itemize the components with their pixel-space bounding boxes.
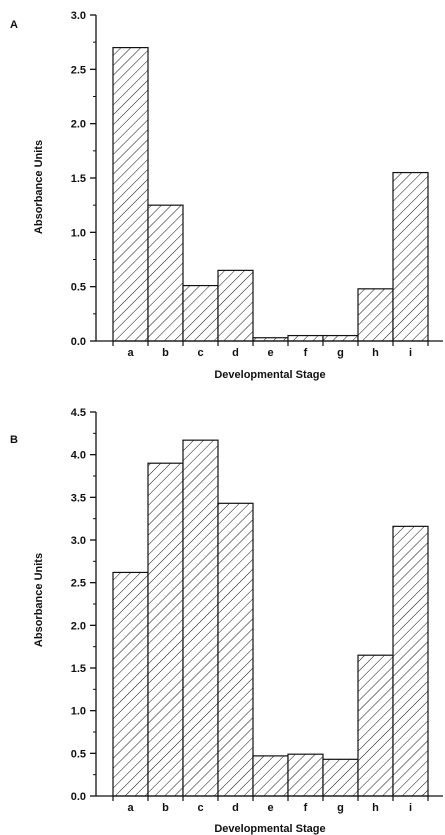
y-tick-label: 1.5 bbox=[71, 663, 86, 675]
y-tick-label: 2.5 bbox=[71, 64, 86, 76]
x-tick-label: a bbox=[127, 347, 134, 359]
x-axis-label: Developmental Stage bbox=[214, 369, 325, 381]
bar-d bbox=[217, 269, 254, 342]
y-axis: 0.0 0.5 1.0 1.5 2.0 2.5 3.0 3.5 4.0 4.5 bbox=[71, 407, 97, 803]
x-axis: a b c d e f g h i bbox=[96, 795, 443, 814]
y-tick-label: 1.0 bbox=[71, 706, 86, 718]
y-tick-label: 3.0 bbox=[71, 535, 86, 547]
bar-i bbox=[392, 525, 429, 797]
y-tick-label: 3.5 bbox=[71, 492, 86, 504]
x-tick-label: f bbox=[304, 347, 308, 359]
y-tick-label: 0.0 bbox=[71, 791, 86, 803]
x-tick-label: c bbox=[197, 347, 203, 359]
x-tick-label: e bbox=[267, 347, 273, 359]
x-tick-label: g bbox=[337, 347, 344, 359]
bar-d bbox=[217, 502, 254, 797]
x-tick-label: b bbox=[162, 802, 169, 814]
y-tick-label: 0.5 bbox=[71, 282, 86, 294]
bar-series bbox=[112, 46, 429, 342]
bar-a bbox=[112, 571, 149, 797]
bar-c bbox=[182, 439, 219, 797]
x-tick-label: d bbox=[232, 347, 239, 359]
bar-a bbox=[112, 46, 149, 342]
x-tick-label: i bbox=[409, 802, 412, 814]
y-tick-label: 0.5 bbox=[71, 748, 86, 760]
bar-e bbox=[252, 755, 289, 797]
x-tick-label: d bbox=[232, 802, 239, 814]
bar-g bbox=[322, 758, 359, 797]
bar-h bbox=[357, 288, 394, 342]
bar-b bbox=[147, 204, 184, 342]
y-axis: 0.0 0.5 1.0 1.5 2.0 2.5 3.0 bbox=[71, 10, 97, 348]
y-tick-label: 4.0 bbox=[71, 450, 86, 462]
x-tick-label: e bbox=[267, 802, 273, 814]
x-axis-label: Developmental Stage bbox=[214, 823, 325, 835]
bar-b bbox=[147, 462, 184, 797]
x-tick-label: a bbox=[127, 802, 134, 814]
y-tick-label: 4.5 bbox=[71, 407, 86, 419]
x-tick-label: b bbox=[162, 347, 169, 359]
y-tick-label: 3.0 bbox=[71, 10, 86, 22]
y-tick-label: 2.5 bbox=[71, 578, 86, 590]
bar-g bbox=[322, 334, 359, 342]
y-tick-label: 2.0 bbox=[71, 620, 86, 632]
chart-panel-b: B Absorbance Units Developmental Stage 0… bbox=[10, 407, 443, 835]
x-tick-label: i bbox=[409, 347, 412, 359]
y-axis-label: Absorbance Units bbox=[33, 553, 45, 647]
y-tick-label: 0.0 bbox=[71, 336, 86, 348]
x-axis: a b c d e f g h i bbox=[96, 340, 443, 359]
y-tick-label: 1.5 bbox=[71, 173, 86, 185]
panel-label: A bbox=[10, 19, 18, 31]
bar-series bbox=[112, 439, 429, 797]
x-tick-label: g bbox=[337, 802, 344, 814]
x-tick-label: c bbox=[197, 802, 203, 814]
bar-h bbox=[357, 654, 394, 797]
chart-panel-a: A Absorbance Units Developmental Stage 0… bbox=[10, 10, 443, 381]
panel-label: B bbox=[10, 434, 18, 446]
x-tick-label: f bbox=[304, 802, 308, 814]
bar-c bbox=[182, 284, 219, 342]
bar-i bbox=[392, 171, 429, 342]
bar-f bbox=[287, 753, 324, 797]
y-tick-label: 2.0 bbox=[71, 119, 86, 131]
y-axis-label: Absorbance Units bbox=[33, 140, 45, 234]
x-tick-label: h bbox=[372, 802, 379, 814]
x-tick-label: h bbox=[372, 347, 379, 359]
y-tick-label: 1.0 bbox=[71, 227, 86, 239]
bar-f bbox=[287, 334, 324, 342]
